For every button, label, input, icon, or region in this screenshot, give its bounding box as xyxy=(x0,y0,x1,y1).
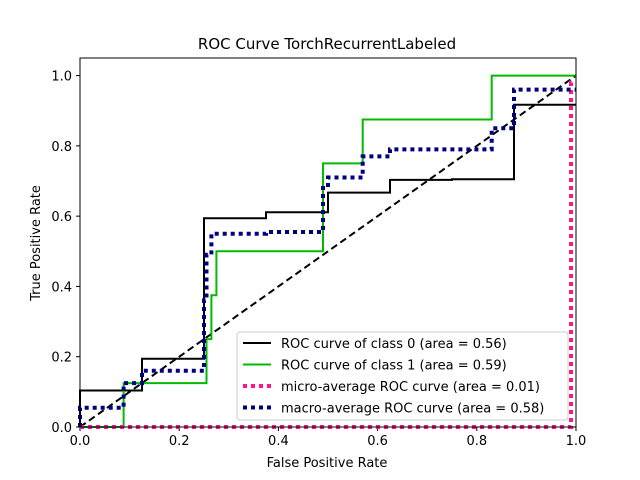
legend-label: ROC curve of class 0 (area = 0.56) xyxy=(281,337,507,352)
x-tick-label: 0.6 xyxy=(367,434,388,449)
legend-label: micro-average ROC curve (area = 0.01) xyxy=(281,380,540,395)
x-tick-label: 0.4 xyxy=(268,434,289,449)
x-tick-label: 1.0 xyxy=(566,434,587,449)
x-tick-label: 0.0 xyxy=(70,434,91,449)
x-tick-label: 0.2 xyxy=(169,434,190,449)
axes-frame xyxy=(79,57,577,428)
series-line-0 xyxy=(79,103,576,427)
series-line-1 xyxy=(80,74,576,428)
y-tick-label: 0.2 xyxy=(51,351,72,366)
x-axis-label: False Positive Rate xyxy=(267,456,388,471)
plot-area: 0.0 0.2 0.4 0.6 0.8 1.0 0.0 0.2 0.4 0.6 0.8 1.0 xyxy=(51,57,587,449)
series-line-3 xyxy=(78,87,576,427)
legend: ROC curve of class 0 (area = 0.56) ROC cu… xyxy=(236,331,569,421)
legend-label: macro-average ROC curve (area = 0.58) xyxy=(281,402,544,417)
y-tick-label: 0.0 xyxy=(51,421,72,436)
y-tick-label: 0.8 xyxy=(51,140,72,155)
chart-title: ROC Curve TorchRecurrentLabeled xyxy=(198,35,456,53)
y-tick-label: 1.0 xyxy=(51,70,72,85)
x-tick-label: 0.8 xyxy=(466,434,487,449)
legend-label: ROC curve of class 1 (area = 0.59) xyxy=(281,359,507,374)
y-axis-label: True Positive Rate xyxy=(29,185,44,302)
legend-box xyxy=(236,331,569,421)
y-tick-label: 0.4 xyxy=(51,280,72,295)
y-tick-label: 0.6 xyxy=(51,210,72,225)
